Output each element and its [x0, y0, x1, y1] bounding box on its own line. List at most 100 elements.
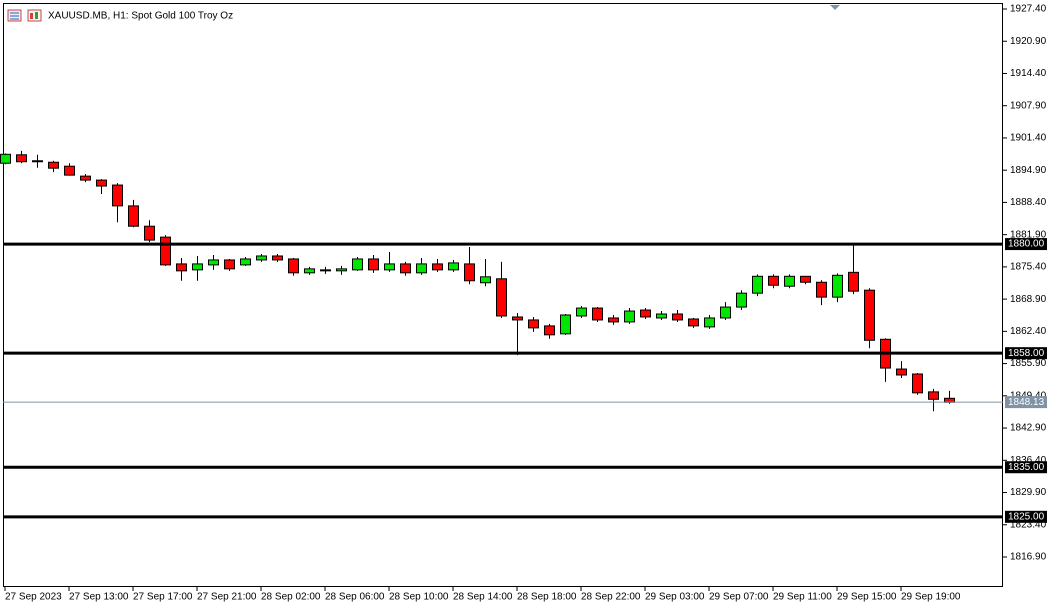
level-label: 1858.00: [1008, 348, 1045, 359]
toolbar-icons: [7, 9, 42, 22]
y-tick-label: 1920.90: [1010, 36, 1047, 47]
candle-body: [64, 165, 75, 176]
candle-body: [784, 275, 795, 287]
y-tick-label: 1881.90: [1010, 229, 1047, 240]
level-box: [1005, 461, 1047, 474]
current-price-box: [1005, 396, 1047, 409]
candle-body: [320, 269, 331, 272]
candle-body: [528, 319, 539, 329]
candle-body: [352, 258, 363, 271]
candle-body: [144, 225, 155, 241]
candle-body: [80, 175, 91, 181]
x-tick-label: 28 Sep 06:00: [325, 592, 385, 603]
current-price-label: 1848.13: [1008, 397, 1045, 408]
candle-body: [800, 275, 811, 283]
x-tick-label: 29 Sep 11:00: [773, 592, 832, 603]
x-tick-label: 29 Sep 19:00: [901, 592, 961, 603]
chart-title: XAUUSD.MB, H1: Spot Gold 100 Troy Oz: [48, 11, 233, 22]
candle-body: [656, 313, 667, 319]
level-label: 1825.00: [1008, 511, 1045, 522]
candle-body: [464, 263, 475, 282]
x-tick-label: 29 Sep 15:00: [837, 592, 897, 603]
candle-body: [304, 268, 315, 274]
candle-body: [368, 258, 379, 271]
candle-body: [32, 160, 43, 163]
x-tick-label: 28 Sep 22:00: [581, 592, 641, 603]
x-tick-label: 28 Sep 02:00: [261, 592, 321, 603]
candle-body: [128, 205, 139, 227]
level-label: 1835.00: [1008, 462, 1045, 473]
x-tick-label: 28 Sep 10:00: [389, 592, 449, 603]
y-tick-label: 1836.40: [1010, 455, 1047, 466]
y-tick-label: 1816.90: [1010, 552, 1047, 563]
candle-body: [176, 263, 187, 272]
y-tick-label: 1894.90: [1010, 165, 1047, 176]
candle-body: [624, 310, 635, 323]
y-tick-label: 1914.40: [1010, 68, 1047, 79]
candle-body: [16, 154, 27, 163]
candle-body: [0, 153, 11, 164]
candle-body: [704, 317, 715, 328]
candle-body: [592, 307, 603, 321]
candle-body: [448, 262, 459, 271]
shift-marker: [830, 5, 840, 10]
y-tick-label: 1888.40: [1010, 197, 1047, 208]
level-box: [1005, 238, 1047, 251]
x-tick-label: 27 Sep 2023: [5, 592, 62, 603]
candle-body: [272, 255, 283, 261]
x-tick-label: 27 Sep 21:00: [197, 592, 257, 603]
candle-body: [384, 263, 395, 271]
candle-body: [672, 313, 683, 321]
y-tick-label: 1862.40: [1010, 326, 1047, 337]
candle-body: [752, 275, 763, 294]
candle-body: [192, 263, 203, 271]
candle-body: [640, 309, 651, 318]
candle-body: [544, 325, 555, 336]
candle-body: [496, 278, 507, 317]
y-tick-label: 1842.90: [1010, 423, 1047, 434]
candle-body: [896, 368, 907, 376]
candle-body: [96, 179, 107, 187]
candle-body: [224, 259, 235, 270]
candle-body: [336, 268, 347, 272]
y-tick-label: 1901.40: [1010, 133, 1047, 144]
x-tick-label: 29 Sep 07:00: [709, 592, 769, 603]
candle-body: [560, 314, 571, 335]
candle-body: [512, 316, 523, 321]
candle-body: [816, 281, 827, 298]
icon-bar: [30, 13, 33, 19]
candle-body: [48, 161, 59, 169]
candle-body: [416, 263, 427, 274]
icon-bar: [35, 12, 38, 19]
candle-body: [112, 184, 123, 207]
candle-body: [240, 258, 251, 266]
level-box: [1005, 347, 1047, 360]
candle-body: [480, 276, 491, 284]
x-tick-label: 27 Sep 17:00: [133, 592, 193, 603]
candle-body: [768, 275, 779, 286]
chart-icon: [27, 9, 42, 22]
candle-body: [912, 373, 923, 394]
candle-body: [608, 317, 619, 323]
x-tick-label: 27 Sep 13:00: [69, 592, 129, 603]
candle-body: [160, 236, 171, 266]
candle-body: [848, 271, 859, 292]
x-tick-label: 28 Sep 18:00: [517, 592, 577, 603]
candle-body: [400, 263, 411, 274]
y-tick-label: 1855.90: [1010, 358, 1047, 369]
y-tick-label: 1875.40: [1010, 262, 1047, 273]
x-tick-label: 29 Sep 03:00: [645, 592, 705, 603]
candle-body: [208, 259, 219, 266]
y-tick-label: 1829.90: [1010, 487, 1047, 498]
candle-body: [720, 306, 731, 319]
x-tick-label: 28 Sep 14:00: [453, 592, 513, 603]
candle-body: [736, 292, 747, 308]
plot-frame: [3, 3, 1003, 587]
candle-body: [832, 274, 843, 298]
candle-body: [288, 258, 299, 274]
level-box: [1005, 510, 1047, 523]
candle-body: [256, 255, 267, 261]
